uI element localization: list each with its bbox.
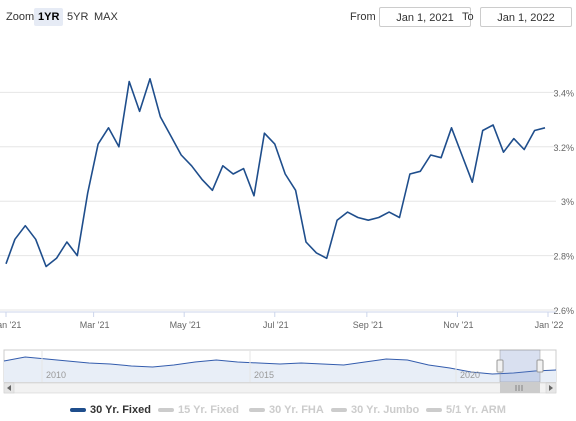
y-tick-label: 2.8% — [553, 252, 574, 262]
y-tick-label: 3.2% — [553, 143, 574, 153]
x-tick-label: Jan '22 — [535, 320, 564, 330]
x-tick-label: May '21 — [170, 320, 201, 330]
grid-lines — [0, 91, 556, 311]
legend-item-30yr-jumbo[interactable]: 30 Yr. Jumbo — [331, 404, 419, 416]
zoom-5yr-button[interactable]: 5YR — [67, 11, 89, 23]
x-tick-label: Jul '21 — [263, 320, 289, 330]
series-line-30yr-fixed — [5, 78, 546, 268]
series-layer — [5, 78, 546, 268]
legend: 30 Yr. Fixed 15 Yr. Fixed 30 Yr. FHA 30 … — [0, 400, 576, 420]
legend-item-30yr-fha[interactable]: 30 Yr. FHA — [249, 404, 324, 416]
navigator-handle[interactable] — [536, 359, 544, 373]
navigator-selection[interactable] — [499, 349, 541, 383]
y-tick-label: 3% — [561, 197, 574, 207]
legend-swatch — [331, 408, 347, 413]
from-label: From — [350, 11, 376, 23]
x-tick-label: Mar '21 — [80, 320, 110, 330]
legend-item-30yr-fixed[interactable]: 30 Yr. Fixed — [70, 404, 151, 416]
navigator-year-label: 2020 — [460, 370, 480, 380]
chart-toolbar: Zoom 1YR 5YR MAX From Jan 1, 2021 To Jan… — [0, 0, 576, 36]
from-date-input[interactable]: Jan 1, 2021 — [379, 7, 471, 27]
y-tick-label: 2.6% — [553, 306, 574, 316]
zoom-1yr-button[interactable]: 1YR — [34, 8, 64, 26]
zoom-label: Zoom — [6, 11, 35, 23]
navigator-line — [3, 356, 557, 375]
x-tick-label: Nov '21 — [443, 320, 473, 330]
y-axis-labels: 2.6% 2.8% 3% 3.2% 3.4% — [553, 88, 574, 316]
legend-swatch — [249, 408, 265, 413]
navigator-year-label: 2015 — [254, 370, 274, 380]
scrollbar-thumb[interactable] — [500, 383, 540, 393]
x-tick-label: Sep '21 — [353, 320, 383, 330]
chevron-left-icon — [7, 385, 11, 391]
to-label: To — [462, 11, 474, 23]
chevron-right-icon — [549, 385, 553, 391]
x-axis: Jan '21 Mar '21 May '21 Jul '21 Sep '21 Nov '… — [0, 311, 564, 330]
navigator-handle[interactable] — [496, 359, 504, 373]
legend-item-5-1yr-arm[interactable]: 5/1 Yr. ARM — [426, 404, 506, 416]
legend-item-15yr-fixed[interactable]: 15 Yr. Fixed — [158, 404, 239, 416]
scrollbar-track[interactable] — [3, 382, 557, 394]
navigator: 2010 2015 2020 — [3, 349, 557, 394]
legend-swatch — [158, 408, 174, 413]
x-tick-label: Jan '21 — [0, 320, 21, 330]
to-date-input[interactable]: Jan 1, 2022 — [480, 7, 572, 27]
navigator-area — [4, 357, 556, 382]
legend-swatch — [426, 408, 442, 413]
navigator-year-label: 2010 — [46, 370, 66, 380]
mortgage-rate-chart: 2.6% 2.8% 3% 3.2% 3.4% Jan '21 Mar '21 May '21… — [0, 78, 574, 394]
y-tick-label: 3.4% — [553, 88, 574, 98]
zoom-max-button[interactable]: MAX — [94, 11, 118, 23]
legend-swatch — [70, 408, 86, 413]
